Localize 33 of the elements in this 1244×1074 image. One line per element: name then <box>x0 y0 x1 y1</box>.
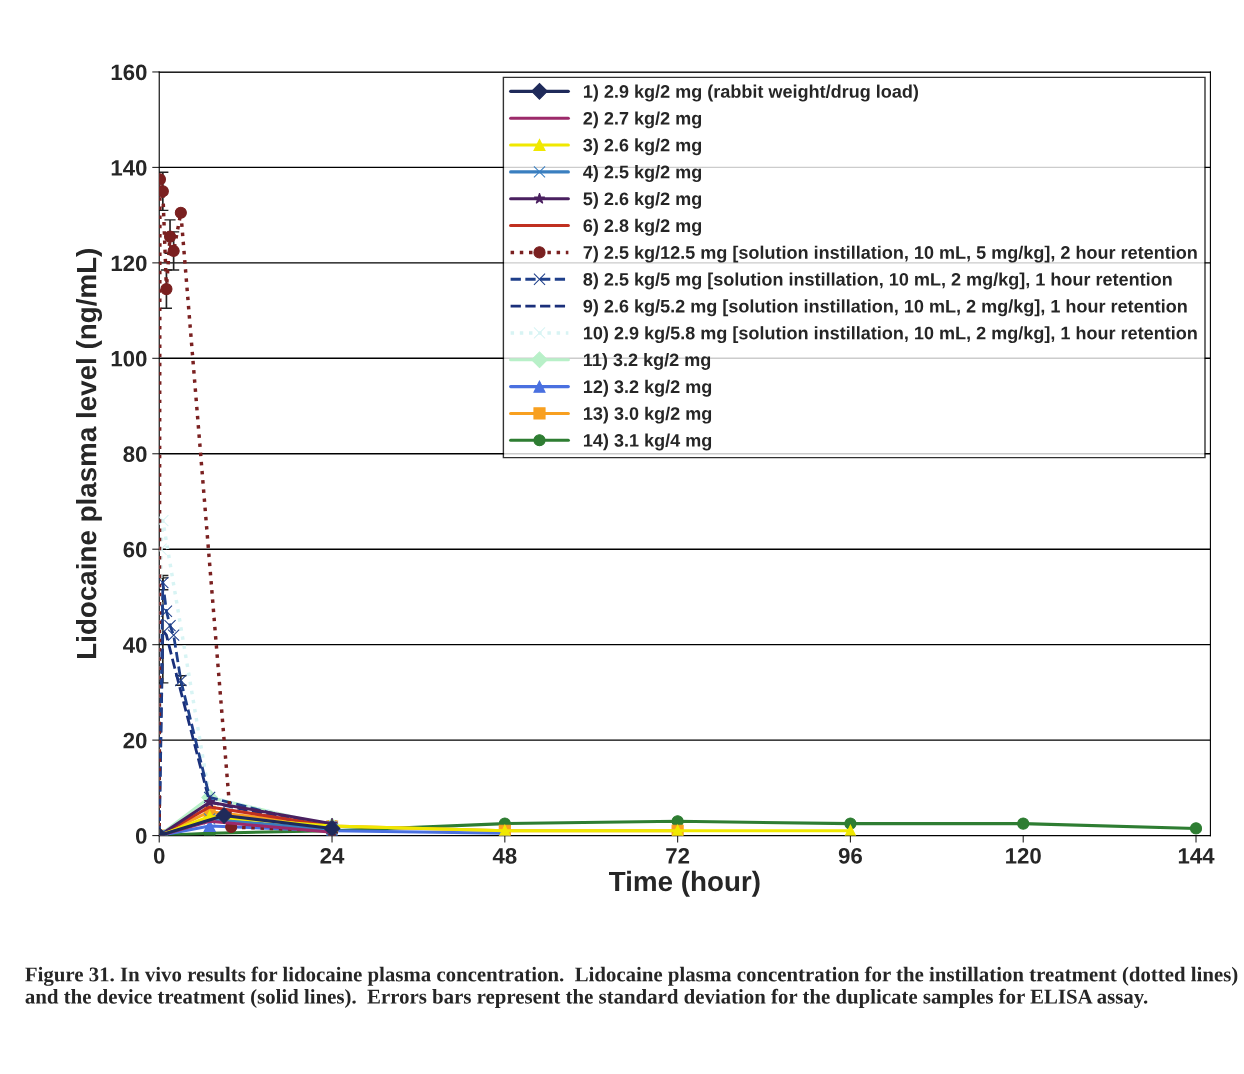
x-axis-title: Time (hour) <box>609 870 760 897</box>
legend-label: 14) 3.1 kg/4 mg <box>583 433 712 451</box>
legend-label: 11) 3.2 kg/2 mg <box>583 353 711 370</box>
x-tick-label: 144 <box>1178 848 1215 864</box>
y-tick-label: 0 <box>135 828 147 844</box>
legend-label: 3) 2.6 kg/2 mg <box>583 138 702 156</box>
y-tick-label: 100 <box>111 350 147 367</box>
y-tick-label: 60 <box>123 541 147 558</box>
legend-label: 6) 2.8 kg/2 mg <box>583 218 702 236</box>
x-tick-label: 0 <box>153 847 165 864</box>
y-tick-label: 80 <box>123 446 147 463</box>
x-tick-label: 24 <box>320 847 345 864</box>
x-tick-label: 96 <box>838 847 862 864</box>
legend-label: 4) 2.5 kg/2 mg <box>583 165 702 183</box>
y-tick-label: 20 <box>123 732 147 749</box>
legend-label: 1) 2.9 kg/2 mg (rabbit weight/drug load) <box>583 84 918 102</box>
legend-label: 9) 2.6 kg/5.2 mg [solution instillation, 10 mL, 2 mg/kg], 1 hour retention <box>583 299 1187 317</box>
legend-label: 10) 2.9 kg/5.8 mg [solution instillation, 10 mL, 2 mg/kg], 1 hour retention <box>583 326 1197 344</box>
x-tick-label: 48 <box>492 847 517 864</box>
x-tick-label: 72 <box>666 847 690 864</box>
y-tick-label: 160 <box>111 64 147 81</box>
legend-label: 2) 2.7 kg/2 mg <box>583 111 702 129</box>
legend-label: 13) 3.0 kg/2 mg <box>583 406 712 424</box>
x-tick-label: 120 <box>1006 847 1041 864</box>
legend-label: 5) 2.6 kg/2 mg <box>583 191 702 209</box>
y-axis-title: Lidocaine plasma level (ng/mL) <box>76 249 103 658</box>
legend-label: 7) 2.5 kg/12.5 mg [solution instillation, 10 mL, 5 mg/kg], 2 hour retention <box>583 245 1197 263</box>
y-tick-label: 120 <box>111 255 147 272</box>
y-tick-label: 140 <box>111 159 147 176</box>
y-tick-label: 40 <box>123 637 147 653</box>
caption: Figure 31. In vivo results for lidocaine plasma concentration. Lidocaine plasma concentration for the instillation treatment (dotted lines) and the device treatment (solid lines). Errors bars represent the standard deviation for the duplicate samples for ELISA assay. <box>25 966 1238 1008</box>
legend-label: 8) 2.5 kg/5 mg [solution instillation, 10 mL, 2 mg/kg], 1 hour retention <box>583 272 1172 290</box>
legend-label: 12) 3.2 kg/2 mg <box>583 379 712 397</box>
